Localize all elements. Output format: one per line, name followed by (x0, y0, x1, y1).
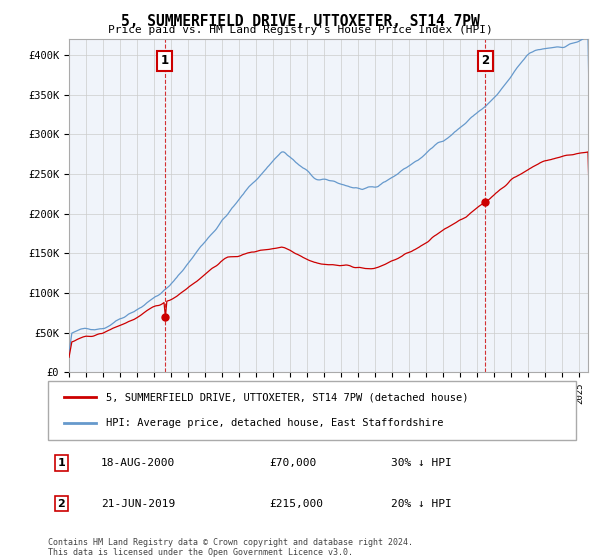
Text: HPI: Average price, detached house, East Staffordshire: HPI: Average price, detached house, East… (106, 418, 443, 428)
Text: 2: 2 (58, 498, 65, 508)
Text: 20% ↓ HPI: 20% ↓ HPI (391, 498, 452, 508)
Text: £70,000: £70,000 (270, 458, 317, 468)
Text: 21-JUN-2019: 21-JUN-2019 (101, 498, 175, 508)
Text: 5, SUMMERFIELD DRIVE, UTTOXETER, ST14 7PW: 5, SUMMERFIELD DRIVE, UTTOXETER, ST14 7P… (121, 14, 479, 29)
Text: 5, SUMMERFIELD DRIVE, UTTOXETER, ST14 7PW (detached house): 5, SUMMERFIELD DRIVE, UTTOXETER, ST14 7P… (106, 392, 469, 402)
Text: 18-AUG-2000: 18-AUG-2000 (101, 458, 175, 468)
Text: £215,000: £215,000 (270, 498, 324, 508)
Text: Price paid vs. HM Land Registry's House Price Index (HPI): Price paid vs. HM Land Registry's House … (107, 25, 493, 35)
FancyBboxPatch shape (48, 381, 576, 440)
Text: 2: 2 (481, 54, 490, 67)
Text: 30% ↓ HPI: 30% ↓ HPI (391, 458, 452, 468)
Text: Contains HM Land Registry data © Crown copyright and database right 2024.
This d: Contains HM Land Registry data © Crown c… (48, 538, 413, 557)
Text: 1: 1 (58, 458, 65, 468)
Text: 1: 1 (161, 54, 169, 67)
